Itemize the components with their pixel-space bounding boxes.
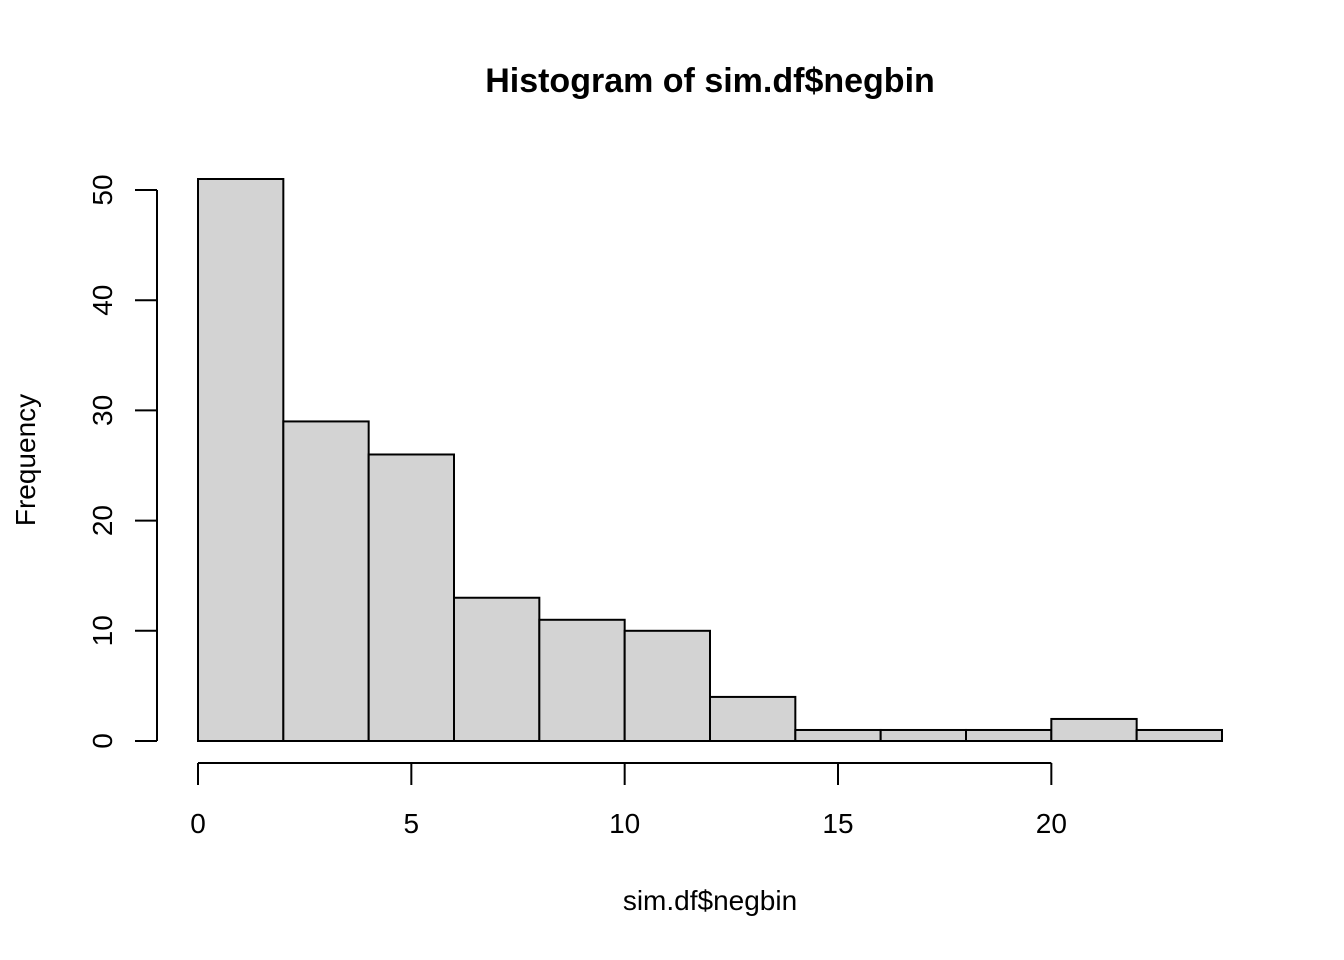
- bars-group: [197, 178, 1223, 743]
- y-tick-label: 20: [87, 505, 118, 536]
- histogram-bar: [965, 728, 1053, 743]
- histogram-bar: [197, 178, 285, 742]
- histogram-bar: [282, 420, 370, 742]
- y-tick-label: 0: [87, 733, 118, 749]
- x-axis: 0 5 10 15 20: [190, 762, 1067, 839]
- histogram-bar: [623, 629, 712, 742]
- histogram-bar: [367, 453, 455, 742]
- y-tick-label: 50: [87, 174, 118, 205]
- histogram-bar: [1050, 717, 1138, 742]
- chart-title: Histogram of sim.df$negbin: [485, 62, 935, 100]
- y-tick-label: 30: [87, 395, 118, 426]
- x-axis-label: sim.df$negbin: [623, 885, 797, 916]
- x-tick-label: 0: [190, 808, 206, 839]
- histogram-bar: [709, 695, 797, 742]
- histogram-bar: [879, 728, 968, 743]
- x-tick-label: 5: [404, 808, 420, 839]
- histogram-bar: [1135, 728, 1223, 743]
- x-tick-label: 20: [1036, 808, 1067, 839]
- y-tick-label: 40: [87, 285, 118, 316]
- y-axis: 0 10 20 30 40 50: [87, 174, 158, 749]
- y-tick-label: 10: [87, 615, 118, 646]
- histogram-bar: [453, 596, 541, 743]
- histogram-bar: [538, 618, 626, 742]
- histogram-bar: [794, 728, 882, 743]
- y-axis-label: Frequency: [10, 394, 41, 526]
- x-tick-label: 10: [609, 808, 640, 839]
- x-tick-label: 15: [822, 808, 853, 839]
